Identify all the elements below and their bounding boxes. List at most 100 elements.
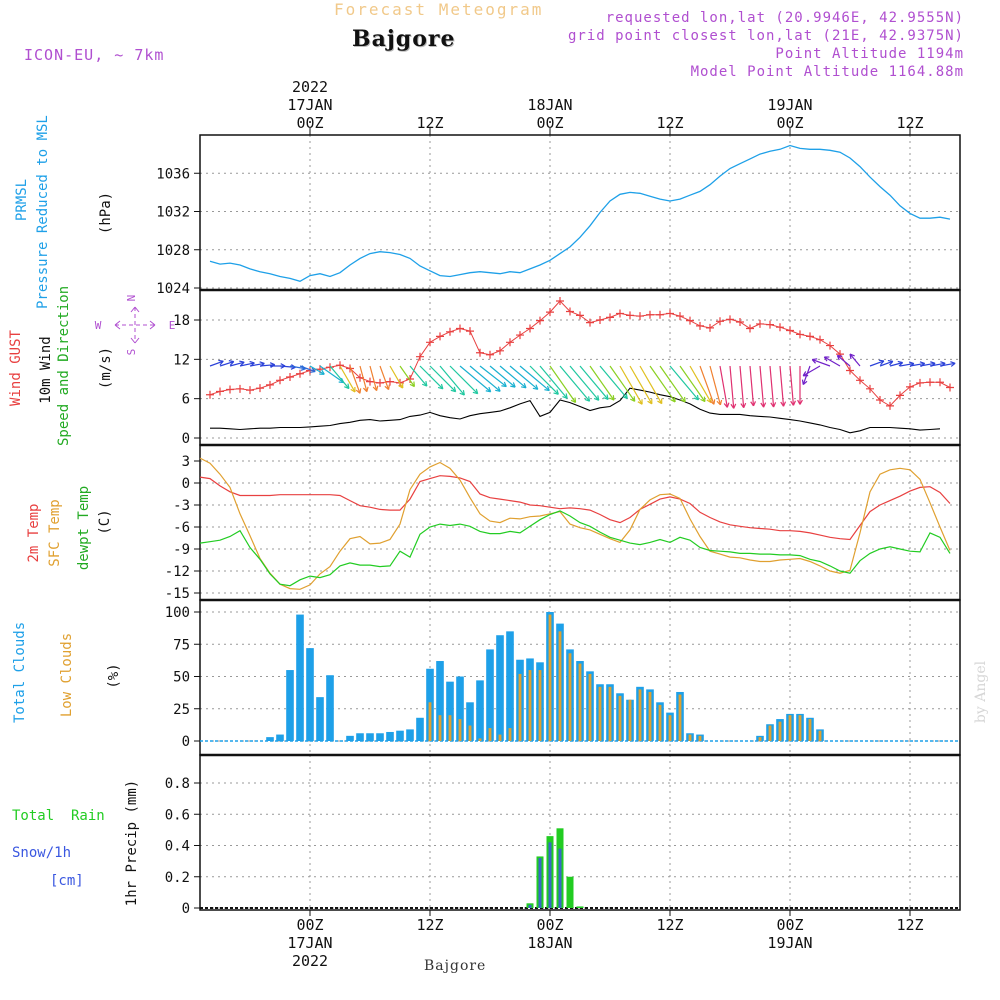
wind-arrow (939, 362, 956, 367)
low-cloud-bar (598, 686, 602, 741)
low-cloud-bar (448, 715, 452, 741)
bottom-tick-label: 00Z (296, 916, 323, 934)
wind-arrow (836, 354, 851, 367)
wind-arrowhead (603, 394, 609, 401)
wind-arrowhead (495, 386, 501, 392)
wind-arrowhead (709, 399, 716, 405)
wind-arrowhead (409, 381, 416, 388)
gust-marker (266, 380, 274, 389)
wind-compass: N S W E (95, 295, 176, 356)
gust-marker (926, 378, 934, 387)
gust-marker (896, 391, 904, 400)
top-tick-label: 12Z (656, 114, 683, 132)
ytick-label: 0 (182, 901, 190, 917)
wind-arrow (919, 362, 936, 367)
low-cloud-bar (608, 686, 612, 741)
temp-sfc-line (199, 457, 951, 590)
pressure-line (209, 144, 951, 283)
wind-arrowhead (510, 382, 516, 388)
wind-arrow (369, 365, 378, 391)
wind-arrowhead (310, 367, 316, 373)
wind-arrowhead (319, 369, 325, 375)
wind-arrow (729, 365, 735, 409)
wind-arrow (739, 365, 745, 408)
gust-marker (416, 352, 424, 361)
gust-marker (756, 319, 764, 328)
wind-arrow (689, 365, 712, 403)
wind-arrowhead (887, 359, 894, 366)
wind-arrow (499, 365, 527, 389)
gust-marker (536, 316, 544, 325)
wind-arrowhead (544, 385, 550, 392)
wind-arrow (869, 360, 885, 367)
wind-arrow (802, 365, 821, 377)
gust-marker (616, 309, 624, 318)
low-cloud-bar (498, 734, 502, 741)
gust-marker (436, 332, 444, 341)
bottom-tick-label: 12Z (416, 916, 443, 934)
total-cloud-bar (286, 670, 294, 741)
wind-arrowhead (836, 354, 843, 361)
low-cloud-bar (568, 653, 572, 741)
low-cloud-bar (768, 725, 772, 741)
gust-marker (386, 377, 394, 386)
wind-arrowhead (760, 402, 767, 408)
point-altitude: Point Altitude 1194m (775, 46, 964, 62)
wind-arrowhead (622, 393, 628, 400)
gust-marker (246, 386, 254, 395)
gust-marker (626, 311, 634, 320)
wind-arrow (539, 365, 568, 399)
wind-arrow (449, 365, 479, 395)
low-cloud-bar (458, 719, 462, 741)
snow-label: Snow/1h (12, 845, 72, 861)
bottom-tick-label: 2022 (292, 952, 328, 970)
wind-arrowhead (459, 390, 465, 396)
total-cloud-bar (276, 734, 284, 741)
wind-arrow (889, 362, 903, 367)
wind-arrow (529, 365, 559, 395)
gust-marker (546, 308, 554, 317)
gust-marker (906, 382, 914, 391)
gust-marker (346, 364, 354, 373)
gust-marker (286, 373, 294, 382)
total-cloud-bar (446, 681, 454, 741)
ytick-label: 25 (173, 702, 190, 718)
wind-arrow (279, 365, 296, 368)
wind-arrow (699, 365, 715, 405)
gust-marker (526, 324, 534, 333)
wind-arrowhead (797, 399, 803, 405)
low-cloud-bar (668, 715, 672, 741)
wind-arrowhead (790, 400, 796, 406)
ytick-label: 0 (182, 431, 190, 447)
wind-arrow (469, 365, 501, 392)
wind-arrow (679, 365, 706, 402)
wind-arrowhead (450, 386, 457, 393)
rain-bar (566, 876, 574, 908)
wind-arrow (639, 365, 663, 404)
ytick-label: 6 (182, 392, 190, 408)
gust-marker (256, 384, 264, 393)
wind-arrowhead (811, 358, 818, 364)
total-cloud-bar (406, 729, 414, 741)
wind-arrowhead (801, 379, 808, 386)
wind-arrow (309, 365, 325, 375)
total-cloud-bar (306, 648, 314, 741)
gust-marker (556, 296, 564, 305)
low-cloud-bar (758, 737, 762, 741)
gust-marker (376, 378, 384, 387)
low-cloud-bar (428, 702, 432, 741)
wind-arrow (239, 362, 255, 367)
gust-marker (446, 327, 454, 336)
rain-label: Total Rain (12, 808, 105, 824)
ytick-label: 0 (182, 476, 190, 492)
ytick-label: 1024 (156, 281, 190, 297)
gust-marker (366, 377, 374, 386)
bottom-tick-label: 00Z (776, 916, 803, 934)
rain-bar (576, 906, 584, 908)
wind-arrowhead (398, 383, 404, 389)
wind-arrow (289, 365, 306, 370)
model-label: ICON-EU, ~ 7km (24, 46, 165, 64)
top-tick-label: 19JAN (767, 96, 812, 114)
wind-arrow (549, 365, 577, 403)
low-cloud-bar (618, 695, 622, 741)
